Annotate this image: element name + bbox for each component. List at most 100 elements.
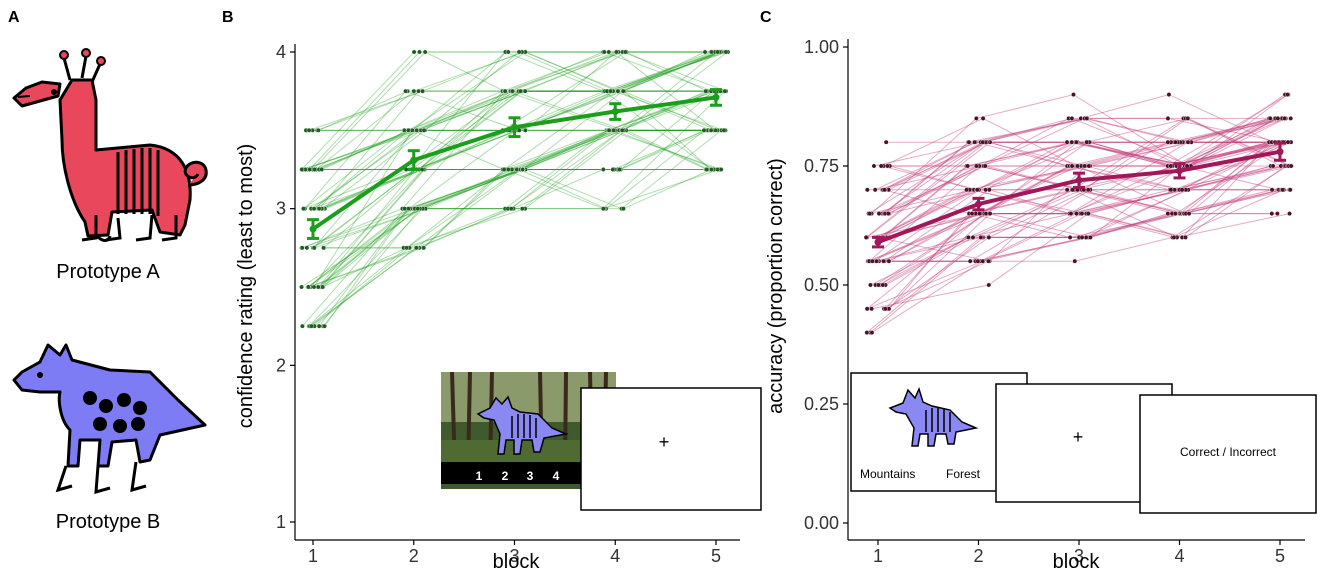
participant-point	[1172, 139, 1178, 145]
participant-point	[307, 167, 313, 172]
participant-point	[964, 187, 969, 193]
participant-point	[864, 330, 870, 335]
panel-c: C 0.00 0.25 0.50 0.75 1.00 1 2 3 4 5 accuracy (pr…	[760, 9, 1317, 573]
panel-b: B 1 2 3 4 1 2 3 4 5 confidence rating (least to …	[222, 9, 762, 573]
x-tick-label: 3	[1074, 546, 1084, 566]
rating-key-3: 3	[527, 469, 534, 483]
participant-point	[1168, 187, 1174, 193]
participant-point	[704, 167, 710, 172]
participant-point	[975, 258, 981, 264]
participant-point	[312, 167, 318, 172]
mean-series	[307, 88, 722, 240]
mean-point	[1075, 176, 1083, 184]
participant-point	[1282, 116, 1287, 121]
participant-point	[881, 258, 886, 264]
participant-point	[1179, 187, 1185, 193]
participant-point	[403, 88, 408, 94]
participant-point	[863, 234, 869, 240]
participant-point	[715, 49, 721, 55]
participant-point	[977, 211, 983, 217]
participant-point	[880, 282, 886, 288]
participant-point	[301, 206, 306, 212]
participant-point	[1084, 116, 1090, 121]
participant-point	[613, 49, 619, 55]
prototype-b-creature	[12, 343, 207, 495]
participant-point	[983, 211, 989, 217]
participant-point	[967, 258, 973, 264]
participant-point	[315, 284, 321, 290]
x-tick-label: 4	[1174, 546, 1184, 566]
fixation-cross: +	[1073, 427, 1084, 447]
participant-point	[623, 49, 628, 55]
participant-point	[1069, 163, 1075, 169]
participant-point	[1186, 211, 1192, 217]
participant-point	[505, 49, 511, 55]
participant-point	[983, 187, 989, 193]
participant-point	[420, 88, 425, 94]
participant-point	[306, 127, 312, 133]
participant-point	[872, 187, 878, 193]
rating-key-4: 4	[553, 469, 560, 483]
participant-point	[978, 234, 984, 240]
participant-point	[886, 258, 892, 264]
participant-point	[304, 245, 310, 251]
participant-point	[1082, 163, 1088, 169]
participant-point	[419, 167, 425, 172]
feedback-text: Correct / Incorrect	[1180, 445, 1277, 459]
response-option-left: Mountains	[860, 467, 915, 481]
participant-point	[1285, 139, 1291, 145]
participant-point	[986, 234, 992, 240]
participant-point	[987, 211, 993, 217]
participant-point	[986, 282, 992, 288]
participant-point	[974, 187, 980, 193]
participant-point	[708, 167, 714, 172]
feedback-card	[1139, 394, 1317, 514]
participant-point	[606, 127, 612, 133]
participant-point	[415, 206, 421, 212]
participant-point	[972, 139, 978, 145]
participant-point	[1185, 139, 1191, 145]
participant-point	[610, 167, 616, 172]
participant-point	[982, 163, 988, 169]
participant-point	[1165, 116, 1171, 121]
participant-point	[1088, 234, 1093, 240]
participant-line	[878, 165, 1289, 286]
participant-point	[1068, 211, 1074, 217]
participant-point	[973, 116, 979, 121]
participant-point	[505, 167, 511, 172]
x-axis-label: block	[1053, 551, 1101, 573]
participant-point	[869, 258, 875, 264]
participant-point	[867, 211, 873, 217]
response-option-right: Forest	[946, 467, 981, 481]
participant-lines	[301, 51, 729, 327]
participant-point	[621, 206, 626, 212]
participant-point	[1287, 211, 1292, 217]
axes: 0.00 0.25 0.50 0.75 1.00 1 2 3 4 5	[804, 37, 1305, 566]
participant-point	[309, 323, 314, 329]
participant-point	[1274, 211, 1280, 217]
participant-point	[299, 167, 305, 172]
participant-point	[970, 234, 976, 240]
mean-point	[611, 108, 619, 116]
participant-point	[413, 245, 419, 251]
participant-point	[299, 245, 305, 251]
participant-point	[1072, 258, 1078, 264]
participant-point	[871, 163, 877, 169]
participant-point	[980, 139, 986, 145]
participant-point	[1074, 139, 1079, 145]
participant-point	[608, 88, 613, 94]
participant-point	[600, 167, 606, 172]
participant-point	[1074, 211, 1079, 217]
participant-point	[411, 88, 417, 94]
participant-point	[1269, 211, 1275, 217]
participant-point	[1185, 116, 1191, 121]
participant-point	[985, 258, 991, 264]
mean-point	[1176, 167, 1183, 175]
participant-point	[1083, 234, 1089, 240]
y-tick-label: 1	[276, 512, 286, 532]
trial-sequence-inset: Mountains Forest + Correct / Incorrect	[850, 372, 1317, 514]
participant-line	[324, 129, 707, 327]
participant-point	[1287, 187, 1293, 193]
x-tick-label: 5	[1275, 546, 1285, 566]
participant-point	[321, 245, 326, 251]
